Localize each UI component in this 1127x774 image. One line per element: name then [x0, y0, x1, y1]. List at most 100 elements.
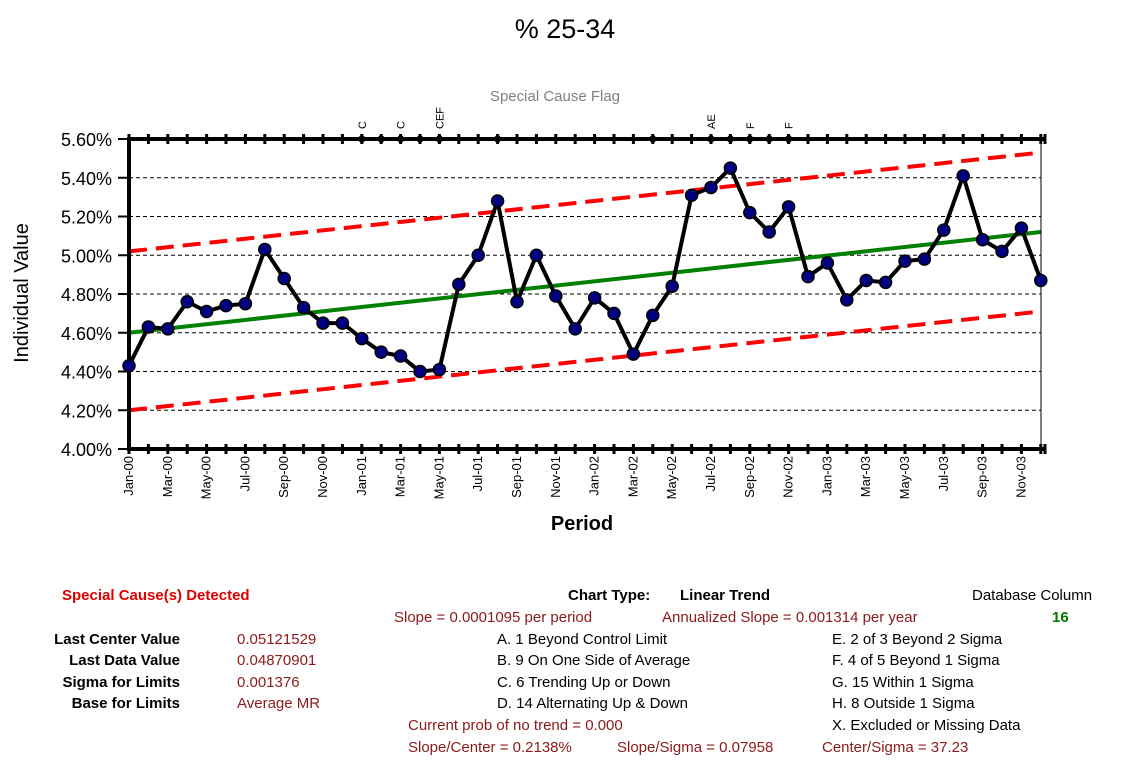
last-data-label: Last Data Value: [69, 652, 180, 669]
data-point: [956, 169, 970, 183]
data-point: [296, 300, 311, 315]
data-point: [975, 233, 990, 247]
data-point: [393, 349, 408, 363]
special-cause-flag: [764, 134, 775, 144]
prob-no-trend: Current prob of no trend = 0.000: [408, 717, 623, 734]
data-point: [646, 308, 660, 323]
x-tick-labels: Jan-00 Mar-00 May-00 Jul-00 Sep-00 Nov-00 Jan-…: [121, 456, 1028, 499]
x-tick-label: May-03: [897, 456, 912, 499]
x-tick-label: Jul-03: [936, 456, 951, 491]
x-axis-label: Period: [551, 513, 613, 535]
data-point: [723, 161, 738, 175]
slope-sigma: Slope/Sigma = 0.07958: [617, 739, 774, 756]
upper-control-limit: [128, 150, 1042, 254]
data-point: [898, 254, 912, 268]
data-point: [122, 358, 136, 373]
y-tick-label: 4.40%: [61, 363, 112, 383]
rule-h: H. 8 Outside 1 Sigma: [832, 695, 975, 712]
x-tick-label: Jan-03: [819, 456, 834, 496]
data-point: [762, 225, 776, 239]
center-sigma: Center/Sigma = 37.23: [822, 739, 969, 756]
chart-title: % 25-34: [515, 14, 616, 44]
data-point: [820, 256, 835, 270]
gridlines: [129, 177, 1041, 411]
data-point: [665, 279, 679, 293]
sigma-label: Sigma for Limits: [62, 674, 180, 691]
base-label: Base for Limits: [71, 695, 180, 712]
last-data-value: 0.04870901: [237, 652, 317, 669]
data-point: [937, 223, 951, 237]
data-point: [995, 244, 1009, 259]
y-tick-label: 5.40%: [61, 169, 112, 189]
data-point: [781, 200, 796, 214]
data-point: [335, 316, 350, 330]
special-cause-flag: [376, 134, 387, 144]
data-point: [238, 296, 253, 311]
y-tick-label: 5.20%: [61, 208, 112, 228]
data-point: [219, 298, 233, 313]
x-tick-label: Sep-00: [276, 456, 291, 498]
x-tick-label: Mar-00: [160, 456, 175, 497]
data-point: [549, 289, 563, 303]
x-tick-label: Jan-01: [354, 456, 369, 496]
data-point: [626, 347, 641, 361]
y-axis-label: Individual Value: [11, 223, 33, 363]
x-tick-label: Jan-02: [587, 456, 602, 496]
y-tick-label: 4.00%: [61, 440, 112, 460]
special-cause-flags: C C CEF AE F F: [356, 107, 796, 144]
x-tick-label: Mar-02: [625, 456, 640, 497]
special-cause-flag-label: F: [784, 122, 796, 129]
rule-b: B. 9 On One Side of Average: [497, 652, 691, 669]
data-point: [607, 306, 621, 321]
database-column-label: Database Column: [972, 587, 1093, 604]
data-point: [917, 252, 932, 266]
data-point: [199, 304, 214, 319]
chart: % 25-34 Special Cause Flag Individual Va…: [11, 14, 1048, 535]
data-line: [127, 166, 1043, 374]
x-tick-label: Jul-00: [237, 456, 252, 491]
data-point: [471, 248, 485, 262]
data-point: [840, 293, 854, 307]
x-tick-label: Sep-02: [742, 456, 757, 498]
special-cause-flag: [706, 134, 716, 144]
rule-c: C. 6 Trending Up or Down: [497, 674, 671, 691]
special-cause-flag: [647, 134, 658, 144]
annualized-slope: Annualized Slope = 0.001314 per year: [662, 609, 918, 626]
data-point: [180, 295, 194, 309]
sigma-value: 0.001376: [237, 674, 300, 691]
x-tick-label: Nov-00: [315, 456, 330, 498]
x-tick-label: May-02: [664, 456, 679, 499]
data-point: [529, 248, 544, 262]
y-tick-label: 4.20%: [61, 401, 112, 421]
data-point: [258, 242, 272, 257]
special-cause-flag: [744, 134, 755, 144]
special-cause-detected: Special Cause(s) Detected: [62, 587, 250, 604]
data-point: [859, 273, 873, 288]
y-tick-label: 5.60%: [61, 130, 112, 150]
rule-d: D. 14 Alternating Up & Down: [497, 695, 688, 712]
data-series: [122, 161, 1048, 379]
x-tick-label: Mar-01: [393, 456, 408, 497]
last-center-label: Last Center Value: [54, 631, 180, 648]
data-point: [1014, 221, 1029, 235]
special-cause-flag-label: C: [396, 121, 408, 129]
special-cause-flag: [356, 134, 367, 144]
data-point: [277, 271, 291, 286]
data-point: [743, 205, 757, 220]
data-point: [141, 320, 156, 334]
x-tick-label: Jan-00: [121, 456, 136, 496]
x-tick-label: Jul-01: [470, 456, 485, 491]
special-cause-flag-label: AE: [706, 114, 718, 129]
data-point: [316, 316, 330, 330]
rule-f: F. 4 of 5 Beyond 1 Sigma: [832, 652, 1000, 669]
data-point: [510, 295, 524, 309]
data-point: [587, 291, 602, 305]
y-tick-labels: 5.60% 5.40% 5.20% 5.00% 4.80% 4.60% 4.40% 4.20%…: [61, 130, 129, 460]
y-tick-label: 4.60%: [61, 324, 112, 344]
data-point: [704, 180, 718, 195]
special-cause-flag-label: CEF: [434, 107, 446, 129]
base-value: Average MR: [237, 695, 321, 712]
chart-type-label: Chart Type:: [568, 587, 651, 604]
data-point: [568, 322, 582, 336]
data-point: [490, 194, 505, 208]
